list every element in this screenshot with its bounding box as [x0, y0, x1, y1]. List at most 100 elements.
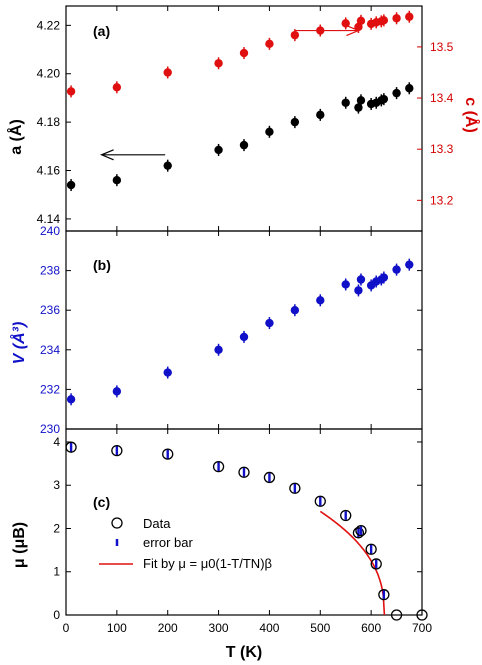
- c-ytick-label: 1: [53, 565, 60, 579]
- b-ytick-label: 236: [40, 303, 60, 317]
- a-lattice-point: [379, 94, 389, 104]
- a-lattice-point: [316, 110, 325, 120]
- mu-data-point: [352, 527, 365, 539]
- a-ytick-left-label: 4.22: [37, 18, 61, 32]
- mu-data-point: [111, 444, 123, 457]
- c-lattice-point: [405, 12, 414, 21]
- v-point: [341, 280, 350, 289]
- mu-data-point: [378, 589, 390, 601]
- a-lattice-point: [405, 84, 414, 93]
- fit-curve: [319, 510, 386, 616]
- axis-arrow-head: [346, 24, 360, 37]
- panel-c-xlabel: T (K): [226, 644, 262, 661]
- a-ytick-left-label: 4.14: [37, 212, 61, 226]
- a-lattice-point: [214, 145, 223, 155]
- axis-ticks: 0 100 200 300 400 500 600 700 4.14 4.16 4.18 4.20 4.…: [37, 6, 454, 635]
- a-ytick-left-label: 4.16: [37, 164, 61, 178]
- x-tick-label: 700: [412, 621, 432, 635]
- a-ytick-right-label: 13.3: [430, 142, 454, 156]
- v-point: [239, 332, 249, 342]
- panel-a-frame: [65, 5, 423, 232]
- a-ytick-right-label: 13.4: [430, 91, 454, 105]
- c-ytick-label: 2: [53, 521, 60, 535]
- a-lattice-point: [341, 98, 350, 107]
- c-lattice-point: [239, 48, 249, 58]
- panel-b-label: (b): [93, 257, 111, 273]
- a-lattice-point: [290, 117, 300, 127]
- a-ytick-right-label: 13.2: [430, 193, 454, 207]
- mu-data-point: [263, 471, 276, 484]
- legend: Data error bar Fit by μ = μ0(1-T/TN)β: [99, 516, 272, 571]
- a-lattice-point: [239, 140, 249, 150]
- v-point: [405, 260, 414, 269]
- v-point: [214, 345, 223, 354]
- x-tick-label: 500: [310, 621, 330, 635]
- mu-data-point: [370, 558, 382, 570]
- panel-c-label: (c): [93, 494, 110, 510]
- c-lattice-point: [163, 68, 172, 77]
- c-lattice-point: [290, 30, 300, 40]
- v-point: [290, 306, 300, 315]
- c-lattice-point: [66, 87, 76, 96]
- mu-data-point: [212, 460, 225, 473]
- legend-error-label: error bar: [143, 535, 194, 550]
- mu-data-point: [238, 466, 250, 478]
- c-lattice-point: [356, 16, 366, 26]
- v-point: [163, 368, 172, 377]
- panel-c-frame: [65, 428, 423, 616]
- a-lattice-point: [163, 161, 172, 170]
- v-point: [354, 286, 363, 295]
- panel-a-label: (a): [93, 23, 110, 39]
- mu-data-point: [314, 495, 326, 507]
- x-tick-label: 400: [259, 621, 279, 635]
- c-ytick-label: 0: [53, 608, 60, 622]
- x-tick-label: 600: [361, 621, 381, 635]
- a-lattice-point: [112, 175, 122, 185]
- mu-data-point: [340, 509, 352, 522]
- x-tick-label: 200: [158, 621, 178, 635]
- x-tick-label: 0: [63, 621, 70, 635]
- x-tick-label: 100: [107, 621, 127, 635]
- c-lattice-point: [112, 83, 122, 92]
- panel-a-ylabel-right: c (Å): [462, 97, 481, 133]
- axis-arrow-head: [100, 149, 114, 161]
- mu-data-point: [390, 609, 403, 621]
- a-lattice-point: [356, 96, 366, 105]
- a-ytick-left-label: 4.18: [37, 115, 61, 129]
- b-ytick-label: 238: [40, 264, 60, 278]
- v-point: [379, 273, 389, 282]
- v-point: [356, 275, 366, 284]
- legend-data-marker: [111, 517, 123, 529]
- b-ytick-label: 230: [40, 422, 60, 436]
- mu-data-point: [289, 482, 301, 494]
- legend-data-label: Data: [143, 516, 171, 531]
- b-ytick-label: 232: [40, 382, 60, 396]
- b-ytick-label: 234: [40, 343, 60, 357]
- c-ytick-label: 3: [53, 478, 60, 492]
- v-point: [316, 296, 325, 305]
- panel-b-frame: [65, 230, 423, 430]
- mu-data-point: [416, 609, 428, 621]
- a-lattice-point: [265, 127, 274, 137]
- a-ytick-left-label: 4.20: [37, 67, 61, 81]
- mu-data-point: [65, 441, 77, 453]
- panel-c-ylabel: μ (μB): [11, 522, 28, 568]
- v-point: [265, 318, 274, 328]
- legend-fit-label: Fit by μ = μ0(1-T/TN)β: [143, 556, 272, 571]
- c-lattice-point: [392, 14, 401, 23]
- mu-data-point: [365, 543, 377, 555]
- panel-a-ylabel-left: a (Å): [6, 119, 25, 155]
- a-lattice-point: [66, 180, 76, 190]
- v-point: [112, 387, 122, 396]
- v-point: [392, 265, 401, 274]
- a-lattice-point: [392, 88, 401, 98]
- panel-b-ylabel: V (Å³): [9, 322, 28, 365]
- a-ytick-right-label: 13.5: [430, 40, 454, 54]
- b-ytick-label: 240: [40, 224, 60, 238]
- x-tick-label: 300: [209, 621, 229, 635]
- data-marks: [65, 10, 428, 621]
- v-point: [66, 395, 76, 404]
- mu-data-point: [355, 525, 367, 537]
- c-lattice-point: [214, 59, 223, 68]
